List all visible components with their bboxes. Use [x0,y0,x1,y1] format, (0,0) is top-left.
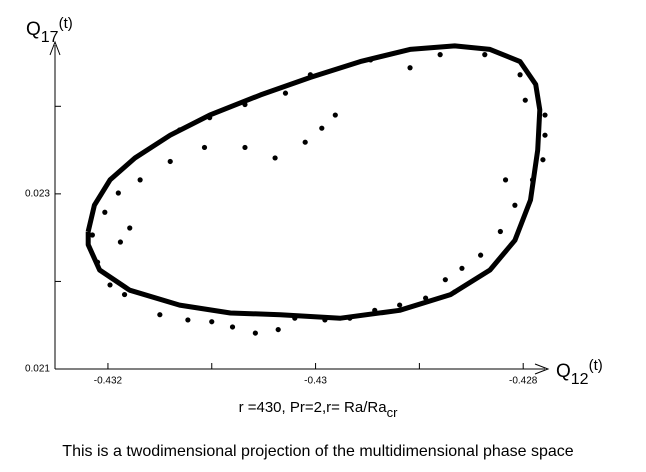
point [201,144,208,151]
point [542,132,548,138]
y-tick-label: 0.021 [25,364,50,375]
point [397,302,403,308]
point [242,101,248,108]
point [367,57,374,63]
point [117,239,124,245]
x-tick-label: -0.43 [304,376,327,387]
point [307,72,313,78]
point [478,252,484,258]
point [252,330,258,336]
point [94,259,101,265]
point [157,312,163,318]
point [437,52,443,58]
point [229,324,236,330]
point [322,317,328,323]
y-arrow [49,40,61,56]
point [407,65,413,71]
point [282,90,289,96]
label-suffix: (t) [589,357,603,374]
label-base: Q [556,361,571,382]
point [347,315,353,321]
point [115,190,121,196]
point [167,158,173,165]
trajectory [85,43,543,321]
point [452,289,458,295]
point [502,177,509,183]
caption: This is a twodimensional projection of t… [62,443,573,460]
point [497,228,503,235]
point [275,326,281,333]
point [121,291,128,298]
label-base: Q [26,19,41,40]
note-sub: cr [387,405,399,420]
point [89,232,95,238]
point [319,125,325,131]
point [292,315,298,321]
point [423,295,429,301]
point [517,72,523,78]
point [302,139,308,145]
note-text: r =430, Pr=2,r= Ra/Ra [239,399,388,416]
parameters: r =430, Pr=2,r= Ra/Racr [239,399,399,420]
label-sub: 17 [41,29,59,46]
point [540,157,546,163]
point [102,209,108,215]
point [442,277,448,283]
point [242,144,248,151]
point [209,319,215,325]
y-axis-label: Q17(t) [26,15,73,46]
point [459,265,465,271]
point [529,177,536,183]
point [522,97,528,103]
point [137,177,143,183]
point [207,115,213,121]
x-tick-label: -0.428 [509,376,538,387]
point [176,127,183,133]
label-sub: 12 [571,371,589,388]
point [107,282,113,288]
point [127,225,133,231]
point [185,317,191,323]
x-tick-label: -0.432 [94,376,123,387]
label-suffix: (t) [59,15,73,32]
point [542,112,548,118]
y-tick-label: 0.023 [25,189,50,200]
point [512,202,518,208]
point [482,52,488,58]
x-arrow [534,363,550,375]
point [372,307,378,313]
x-axis-label: Q12(t) [556,357,603,388]
point [272,155,278,161]
point [332,112,338,118]
